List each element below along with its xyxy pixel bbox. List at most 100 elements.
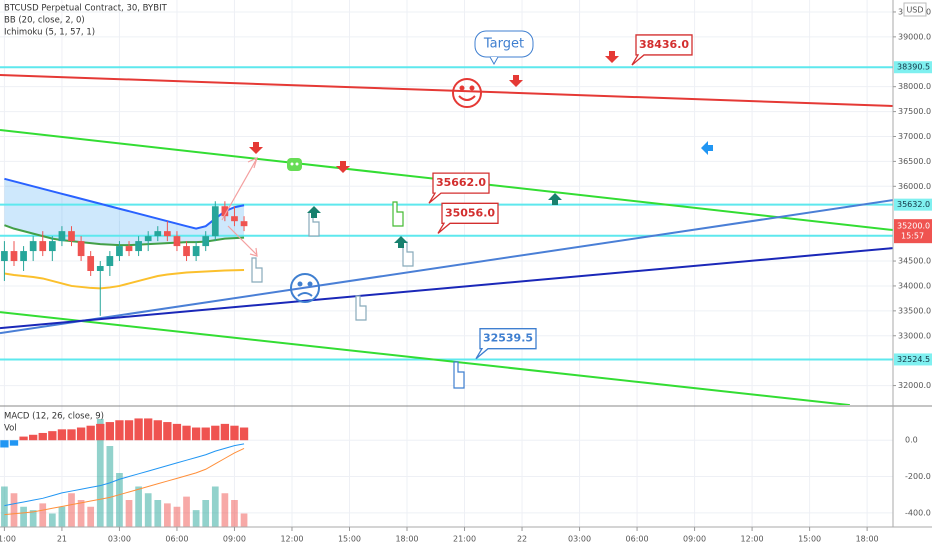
y-tick-label: 37500.0 <box>898 107 931 116</box>
candle-body <box>96 266 104 271</box>
trendline <box>0 247 893 330</box>
indicator-label: BB (20, close, 2, 0) <box>4 16 85 26</box>
cat-icon <box>287 158 302 171</box>
price-label-box <box>894 198 932 211</box>
x-tick-label: 21:00 <box>453 535 476 544</box>
candle-body <box>48 241 56 252</box>
volume-bar <box>231 500 238 527</box>
y2-tick-label: -200.0 <box>905 472 931 481</box>
x-tick-label: 06:00 <box>626 535 649 544</box>
x-tick-label: 21 <box>57 535 67 544</box>
x-tick-label: 09:00 <box>223 535 246 544</box>
volume-bar <box>39 503 47 527</box>
callout-label: 32539.5 <box>483 332 533 345</box>
x-tick-label: 03:00 <box>108 535 131 544</box>
candle-body <box>135 241 142 252</box>
histogram-bar <box>29 434 38 441</box>
projection-arrows <box>221 156 258 257</box>
candle-body <box>231 216 238 222</box>
up-arrows <box>307 193 562 248</box>
band-line <box>4 269 245 290</box>
candle-body <box>87 256 95 271</box>
price-label: 32524.5 <box>897 355 930 364</box>
band-line <box>4 177 245 230</box>
candle-body <box>68 231 75 242</box>
vol-title: Vol <box>4 424 17 434</box>
y-tick-label: 38000.0 <box>898 82 931 91</box>
volume-bar <box>221 493 229 527</box>
trendline <box>0 74 893 108</box>
volume-bar <box>77 500 85 527</box>
histogram-bar <box>211 425 220 441</box>
countdown: 15:57 <box>901 232 924 241</box>
candle-body <box>58 231 66 242</box>
histogram-bar <box>201 427 210 441</box>
histogram-bar <box>38 432 47 441</box>
volume-bar <box>183 496 190 527</box>
candle-body <box>240 221 248 227</box>
x-tick-label: 18:00 <box>395 535 418 544</box>
histogram-bar <box>172 423 182 441</box>
histogram-bar <box>9 440 19 446</box>
candle-body <box>173 236 181 247</box>
callout-label: 38436.0 <box>639 38 689 51</box>
y-tick-label: 36000.0 <box>898 182 931 191</box>
volume-bar <box>125 500 133 527</box>
candle-body <box>192 246 200 257</box>
currency: USD <box>906 6 923 15</box>
volume-bar <box>58 506 66 527</box>
volume-bar <box>154 500 162 527</box>
macd-pane <box>0 418 249 527</box>
y-tick-label: 34000.0 <box>898 281 931 290</box>
trendline <box>0 311 850 405</box>
price-label: 35632.0 <box>897 200 930 209</box>
y2-tick-label: -400.0 <box>905 508 931 517</box>
callout-box <box>428 172 490 204</box>
volume-bar <box>116 473 123 527</box>
x-tick-label: 21:00 <box>0 535 16 544</box>
histogram-bar <box>239 427 249 441</box>
candle-body <box>125 246 133 252</box>
volume-bar <box>173 506 181 527</box>
histogram-bar <box>105 422 115 441</box>
volume-bar <box>106 446 114 527</box>
histogram-bar <box>96 423 105 441</box>
volume-bar <box>240 513 248 527</box>
annotations: Target 38436.0 35662.0 35056.0 32539.5 <box>221 30 713 389</box>
x-tick-label: 12:00 <box>280 535 303 544</box>
y-tick-label: 34500.0 <box>898 257 931 266</box>
histogram-bar <box>230 425 239 441</box>
x-tick-label: 22 <box>517 535 527 544</box>
histogram-bar <box>0 440 9 448</box>
candle-body <box>39 241 47 252</box>
histogram-bar <box>163 422 172 441</box>
histogram-bar <box>19 436 28 441</box>
candle-body <box>106 256 114 267</box>
volume-bar <box>1 486 8 527</box>
volume-bar <box>87 506 95 527</box>
candle-body <box>144 236 152 242</box>
x-tick-label: 06:00 <box>165 535 188 544</box>
candle-body <box>77 241 85 257</box>
histogram-bar <box>115 420 124 441</box>
volume-bar <box>211 486 219 527</box>
x-tick-label: 09:00 <box>683 535 706 544</box>
smiley-icon <box>452 78 482 108</box>
candle-body <box>183 246 190 257</box>
y-tick-label: 32000.0 <box>898 381 931 390</box>
histogram-bar <box>191 427 201 441</box>
volume-bar <box>192 510 200 527</box>
candle-body <box>116 246 123 257</box>
y-tick-label: 39000.0 <box>898 32 931 41</box>
target-text: Target <box>483 37 524 52</box>
histogram-bar <box>67 429 76 441</box>
volume-bar <box>20 506 27 527</box>
currency-box <box>903 2 927 17</box>
target-bubble: Target <box>474 30 534 66</box>
y-tick-label: 37000.0 <box>898 132 931 141</box>
candle-body <box>221 206 229 217</box>
candle-body <box>202 236 210 247</box>
callout-label: 35056.0 <box>445 206 495 219</box>
histogram-bar <box>134 418 143 441</box>
